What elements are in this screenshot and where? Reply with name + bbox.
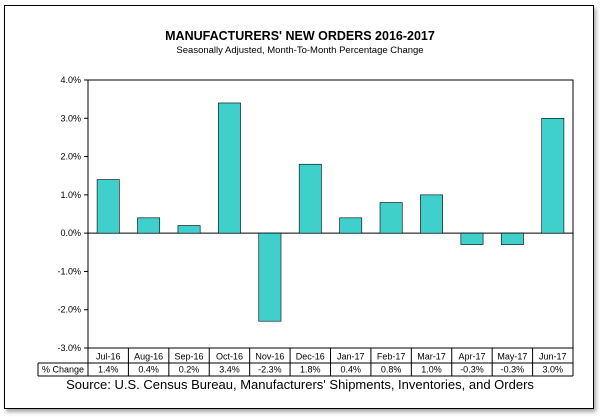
value-label: -0.3% [501, 365, 525, 375]
chart-subtitle: Seasonally Adjusted, Month-To-Month Perc… [176, 45, 423, 56]
x-tick-label: Oct-16 [216, 352, 243, 362]
bar-jun-17 [541, 117, 565, 234]
x-tick-label: Feb-17 [377, 352, 406, 362]
source-note: Source: U.S. Census Bureau, Manufacturer… [66, 377, 534, 392]
y-tick-label: -1.0% [57, 266, 81, 276]
x-tick-label: Jun-17 [539, 352, 567, 362]
chart-title: MANUFACTURERS' NEW ORDERS 2016-2017 [165, 29, 435, 43]
y-tick-label: 1.0% [60, 190, 81, 200]
x-tick-label: Aug-16 [134, 352, 163, 362]
plot-border [87, 79, 574, 349]
bar-feb-17 [379, 202, 403, 234]
table-row-header: % Change [42, 365, 84, 375]
value-label: -0.3% [460, 365, 484, 375]
x-tick-label: Sep-16 [175, 352, 204, 362]
value-label: 0.4% [138, 365, 159, 375]
value-label: 0.4% [340, 365, 361, 375]
x-tick-label: Jul-16 [96, 352, 121, 362]
bar-nov-16 [258, 232, 282, 322]
value-label: 0.8% [381, 365, 402, 375]
bar-may-17 [500, 232, 524, 245]
value-label: 0.2% [179, 365, 200, 375]
bar-apr-17 [460, 232, 484, 245]
value-label: 3.0% [543, 365, 564, 375]
bar-sep-16 [177, 225, 201, 234]
x-tick-label: Mar-17 [417, 352, 446, 362]
x-tick-label: Apr-17 [458, 352, 485, 362]
bar-mar-17 [420, 194, 443, 234]
y-tick-label: -2.0% [57, 305, 81, 315]
y-tick-label: 4.0% [60, 75, 81, 85]
y-tick-label: 0.0% [60, 228, 81, 238]
x-tick-label: Jan-17 [337, 352, 365, 362]
x-tick-label: Dec-16 [296, 352, 325, 362]
bar-dec-16 [298, 163, 322, 234]
bar-oct-16 [218, 102, 241, 234]
y-tick-label: -3.0% [57, 343, 81, 353]
y-tick-label: 2.0% [60, 152, 81, 162]
value-label: -2.3% [258, 365, 282, 375]
value-label: 1.8% [300, 365, 321, 375]
value-label: 1.4% [98, 365, 119, 375]
value-label: 1.0% [421, 365, 442, 375]
plot-area: 4.0% 3.0% 2.0% 1.0% 0.0% -1.0% -2.0% -3.0% % Cha… [37, 75, 574, 377]
y-tick-label: 3.0% [60, 113, 81, 123]
x-tick-label: May-17 [497, 352, 527, 362]
value-label: 3.4% [219, 365, 240, 375]
bar-jul-16 [96, 179, 120, 234]
bar-aug-16 [137, 217, 161, 234]
x-tick-label: Nov-16 [255, 352, 284, 362]
bar-jan-17 [339, 217, 363, 234]
